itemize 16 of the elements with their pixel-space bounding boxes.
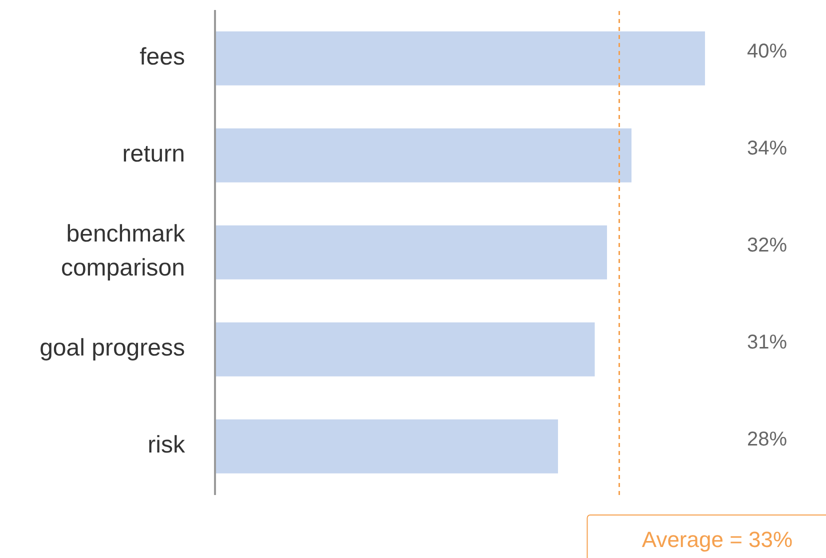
data-label: 28%	[746, 428, 788, 451]
bar	[215, 31, 705, 86]
y-tick-label: goal progress	[40, 334, 185, 362]
y-tick-label: benchmark comparison	[60, 220, 186, 282]
bar	[215, 322, 595, 376]
data-label: 32%	[746, 234, 788, 257]
y-tick-label: risk	[148, 432, 186, 459]
ref-line-label: Average = 33%	[642, 526, 793, 552]
y-tick-label: fees	[140, 44, 185, 71]
bar	[215, 225, 607, 280]
bar	[215, 419, 558, 474]
data-label: 34%	[746, 138, 788, 160]
bar	[215, 128, 632, 182]
data-label: 40%	[746, 40, 788, 63]
data-label: 31%	[746, 332, 788, 354]
y-tick-label: return	[122, 140, 185, 168]
